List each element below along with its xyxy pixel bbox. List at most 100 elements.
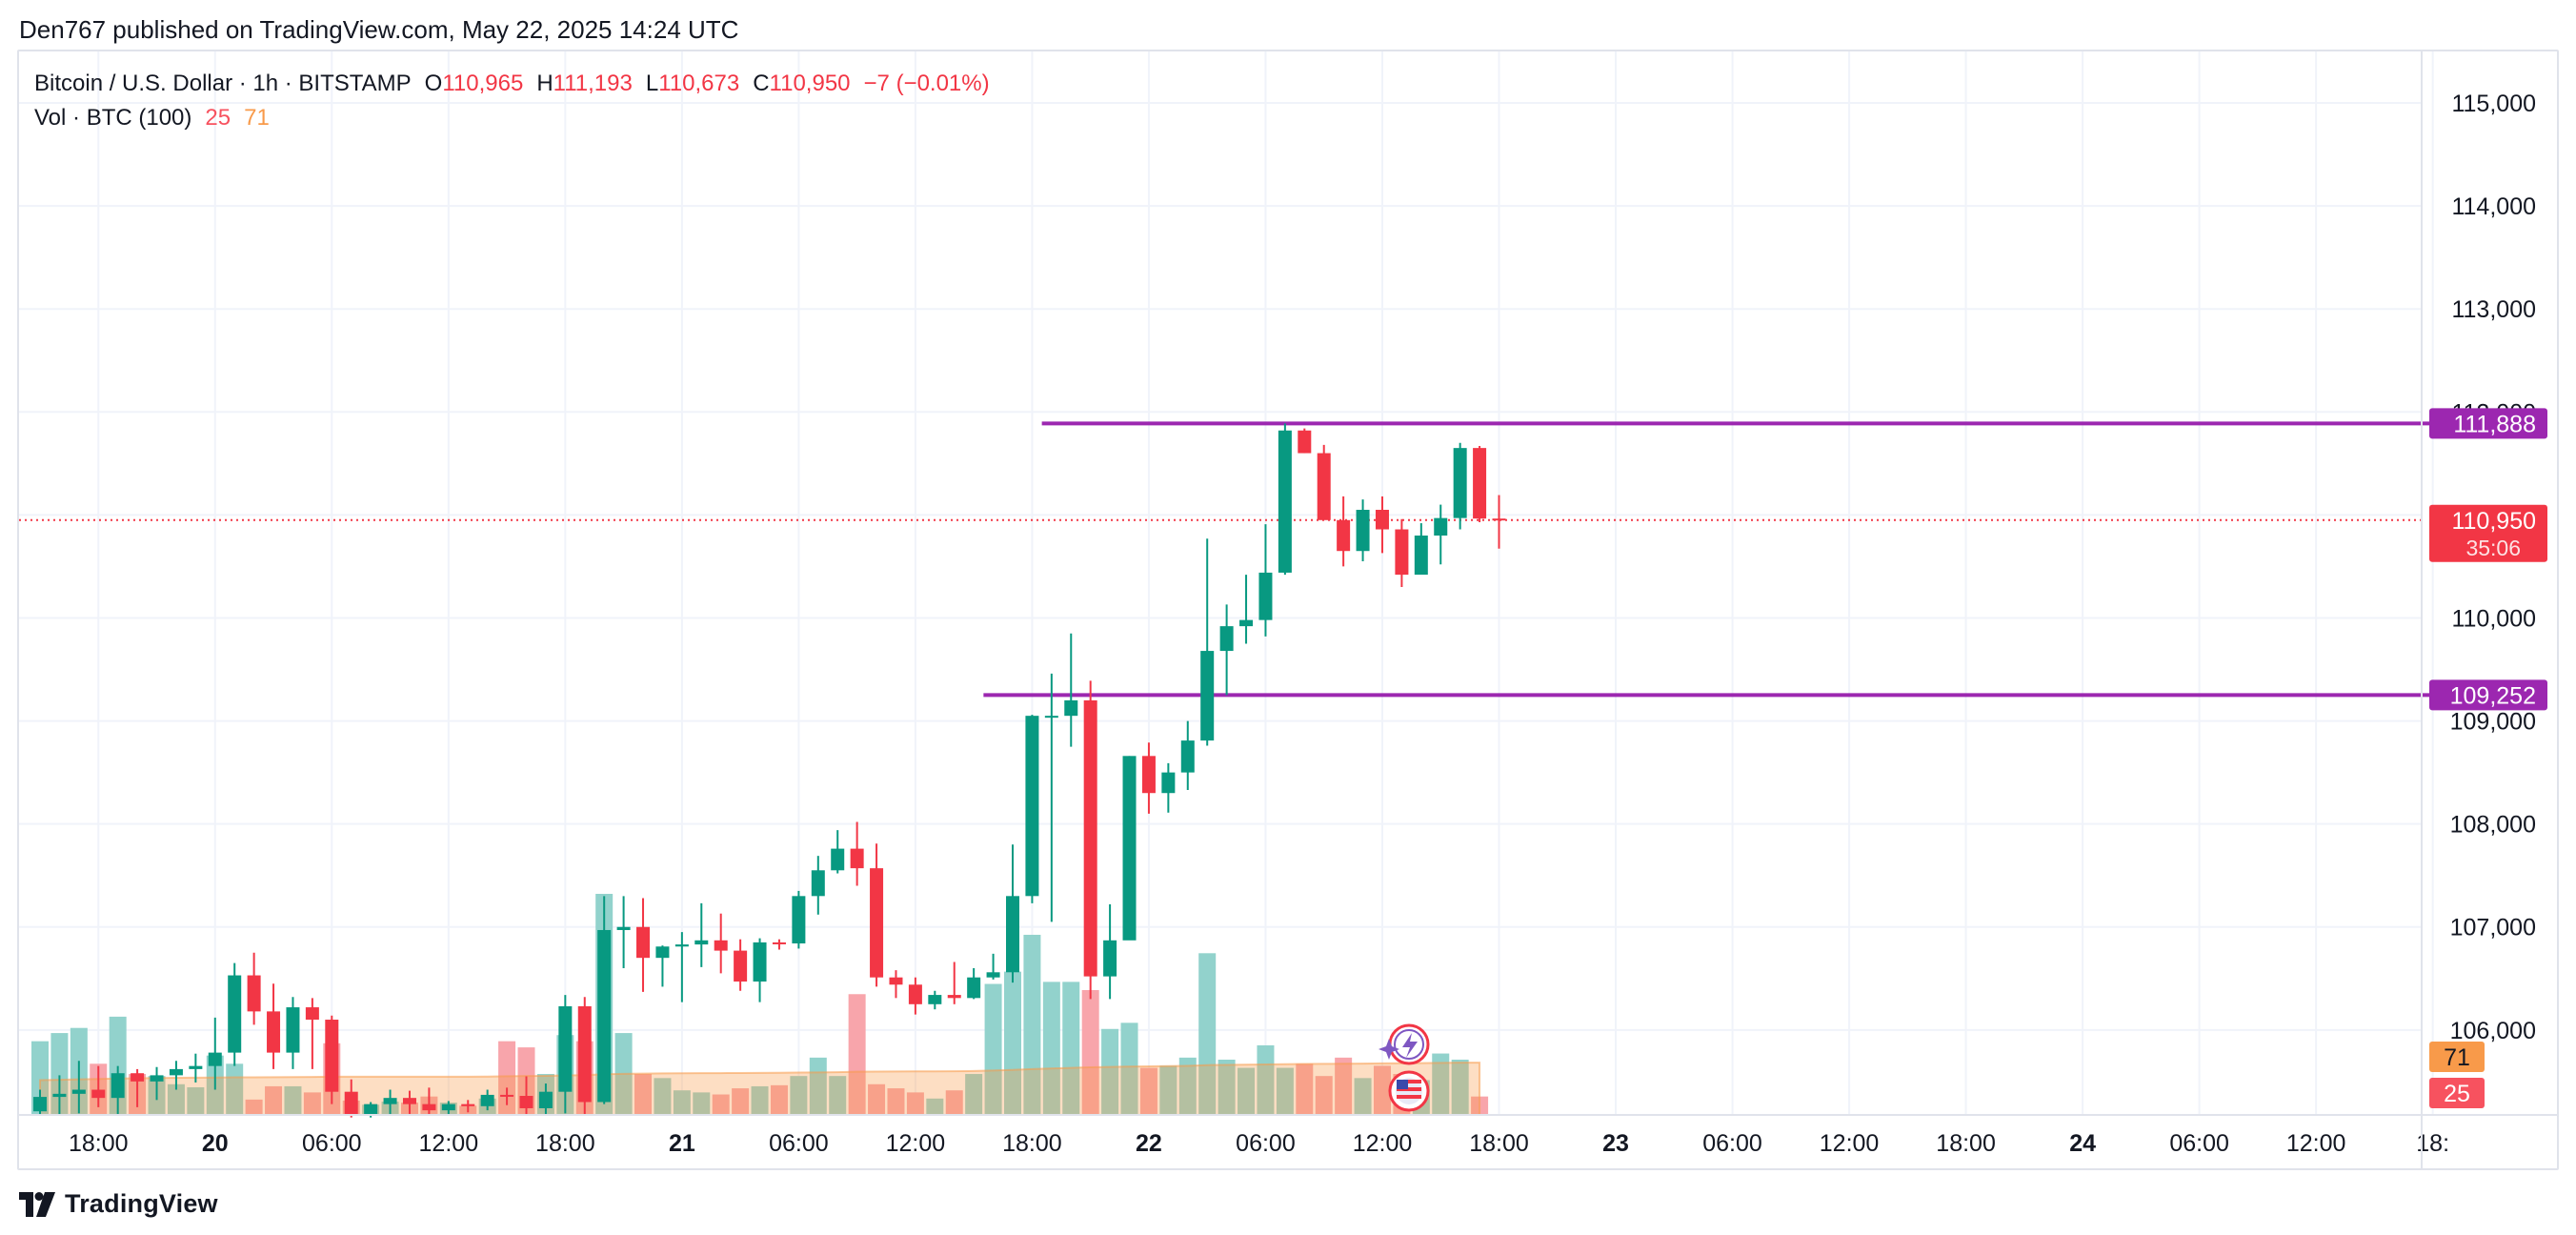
candle-body[interactable] — [597, 929, 612, 1103]
candle-body[interactable] — [1103, 940, 1117, 977]
x-axis-tick-label: 18:00 — [69, 1130, 129, 1157]
candle-body[interactable] — [655, 946, 670, 959]
candle-body[interactable] — [967, 977, 981, 999]
candle-body[interactable] — [850, 848, 864, 869]
symbol-title[interactable]: Bitcoin / U.S. Dollar · 1h · BITSTAMP — [34, 71, 412, 96]
candle-body[interactable] — [947, 995, 961, 999]
candle-body[interactable] — [305, 1007, 319, 1021]
candle-body[interactable] — [694, 940, 709, 945]
candle-body[interactable] — [1492, 518, 1506, 521]
candle-body[interactable] — [928, 995, 942, 1004]
candle-body[interactable] — [1258, 572, 1273, 620]
candle-body[interactable] — [986, 972, 1000, 978]
candle-body[interactable] — [1395, 529, 1409, 576]
candle-body[interactable] — [344, 1091, 358, 1115]
candle-body[interactable] — [1006, 896, 1019, 973]
candle-body[interactable] — [792, 896, 806, 944]
candle-body[interactable] — [422, 1103, 436, 1111]
candle-body[interactable] — [538, 1091, 553, 1108]
candle-body[interactable] — [1375, 509, 1389, 530]
candle-body[interactable] — [1414, 536, 1428, 576]
candle-body[interactable] — [772, 941, 786, 944]
candle-body[interactable] — [1239, 619, 1254, 627]
candle-body[interactable] — [616, 926, 631, 930]
volume-bar — [790, 1076, 808, 1115]
candle-body[interactable] — [1180, 740, 1195, 773]
candle-body[interactable] — [402, 1098, 416, 1104]
candle-body[interactable] — [111, 1073, 125, 1099]
candle-body[interactable] — [91, 1089, 106, 1099]
candle-body[interactable] — [33, 1097, 47, 1112]
candle-body[interactable] — [500, 1094, 514, 1097]
candle-body[interactable] — [71, 1089, 86, 1094]
candle-body[interactable] — [1044, 716, 1058, 719]
candle-body[interactable] — [558, 1005, 573, 1092]
tradingview-brand[interactable]: TradingView — [65, 1189, 218, 1218]
candle-body[interactable] — [1083, 699, 1097, 977]
candle-body[interactable] — [131, 1073, 145, 1082]
candle-body[interactable] — [519, 1096, 533, 1108]
footer: TradingView — [19, 1189, 218, 1219]
candle-body[interactable] — [286, 1007, 300, 1053]
x-axis-tick-label: 24 — [2069, 1130, 2096, 1157]
volume-down-label-bg — [2429, 1078, 2485, 1108]
volume-bar — [829, 1076, 847, 1115]
candle-body[interactable] — [1317, 453, 1331, 520]
candle-body[interactable] — [811, 870, 825, 897]
candle-body[interactable] — [577, 1005, 592, 1103]
candle-body[interactable] — [1141, 756, 1156, 794]
candle-body[interactable] — [1064, 699, 1078, 717]
candle-body[interactable] — [150, 1075, 164, 1082]
candle-body[interactable] — [383, 1098, 397, 1104]
candle-body[interactable] — [364, 1103, 378, 1115]
x-axis-tick-label: 18:00 — [1936, 1130, 1996, 1157]
candle-body[interactable] — [870, 868, 884, 978]
candle-body[interactable] — [189, 1065, 203, 1069]
candle-body[interactable] — [908, 984, 922, 1004]
us-economic-event-icon[interactable] — [1388, 1070, 1430, 1112]
candle-body[interactable] — [267, 1011, 281, 1053]
candle-body[interactable] — [228, 975, 242, 1053]
y-axis-tick-label: 106,000 — [2450, 1018, 2536, 1044]
volume-title[interactable]: Vol · BTC (100) — [34, 105, 192, 131]
candle-body[interactable] — [1025, 716, 1039, 897]
candle-body[interactable] — [1434, 517, 1448, 537]
candle-body[interactable] — [441, 1103, 455, 1111]
x-axis-tick-label: 22 — [1136, 1130, 1162, 1157]
candle-body[interactable] — [714, 940, 728, 951]
candle-body[interactable] — [889, 977, 903, 985]
candle-body[interactable] — [753, 941, 767, 982]
ideas-marker-icon[interactable] — [1379, 1023, 1430, 1065]
candle-body[interactable] — [325, 1020, 339, 1092]
volume-bar — [1062, 982, 1080, 1115]
candle-body[interactable] — [1453, 448, 1467, 518]
candle-body[interactable] — [480, 1094, 494, 1106]
candle-body[interactable] — [461, 1103, 475, 1106]
candle-body[interactable] — [1337, 519, 1351, 552]
candle-body[interactable] — [674, 944, 689, 947]
candle-body[interactable] — [169, 1068, 183, 1076]
candle-body[interactable] — [1298, 430, 1312, 454]
candle-body[interactable] — [247, 975, 261, 1012]
candle-body[interactable] — [831, 848, 845, 871]
volume-bar — [770, 1084, 788, 1115]
candle-body[interactable] — [636, 926, 651, 959]
candle-body[interactable] — [1278, 430, 1292, 573]
volume-bar — [1373, 1065, 1391, 1115]
candle-body[interactable] — [1473, 448, 1487, 519]
candle-body[interactable] — [1219, 626, 1234, 652]
candle-body[interactable] — [208, 1052, 222, 1066]
candle-body[interactable] — [734, 950, 748, 982]
y-axis-tick-label: 114,000 — [2451, 193, 2536, 220]
candle-body[interactable] — [1356, 509, 1370, 552]
volume-bar — [634, 1074, 653, 1115]
volume-bar — [1218, 1060, 1236, 1115]
volume-bar — [1198, 953, 1217, 1115]
volume-bar — [906, 1092, 924, 1115]
candle-body[interactable] — [1200, 651, 1215, 741]
candle-body[interactable] — [1161, 772, 1176, 794]
candle-body[interactable] — [1122, 756, 1137, 941]
candle-body[interactable] — [52, 1093, 67, 1098]
